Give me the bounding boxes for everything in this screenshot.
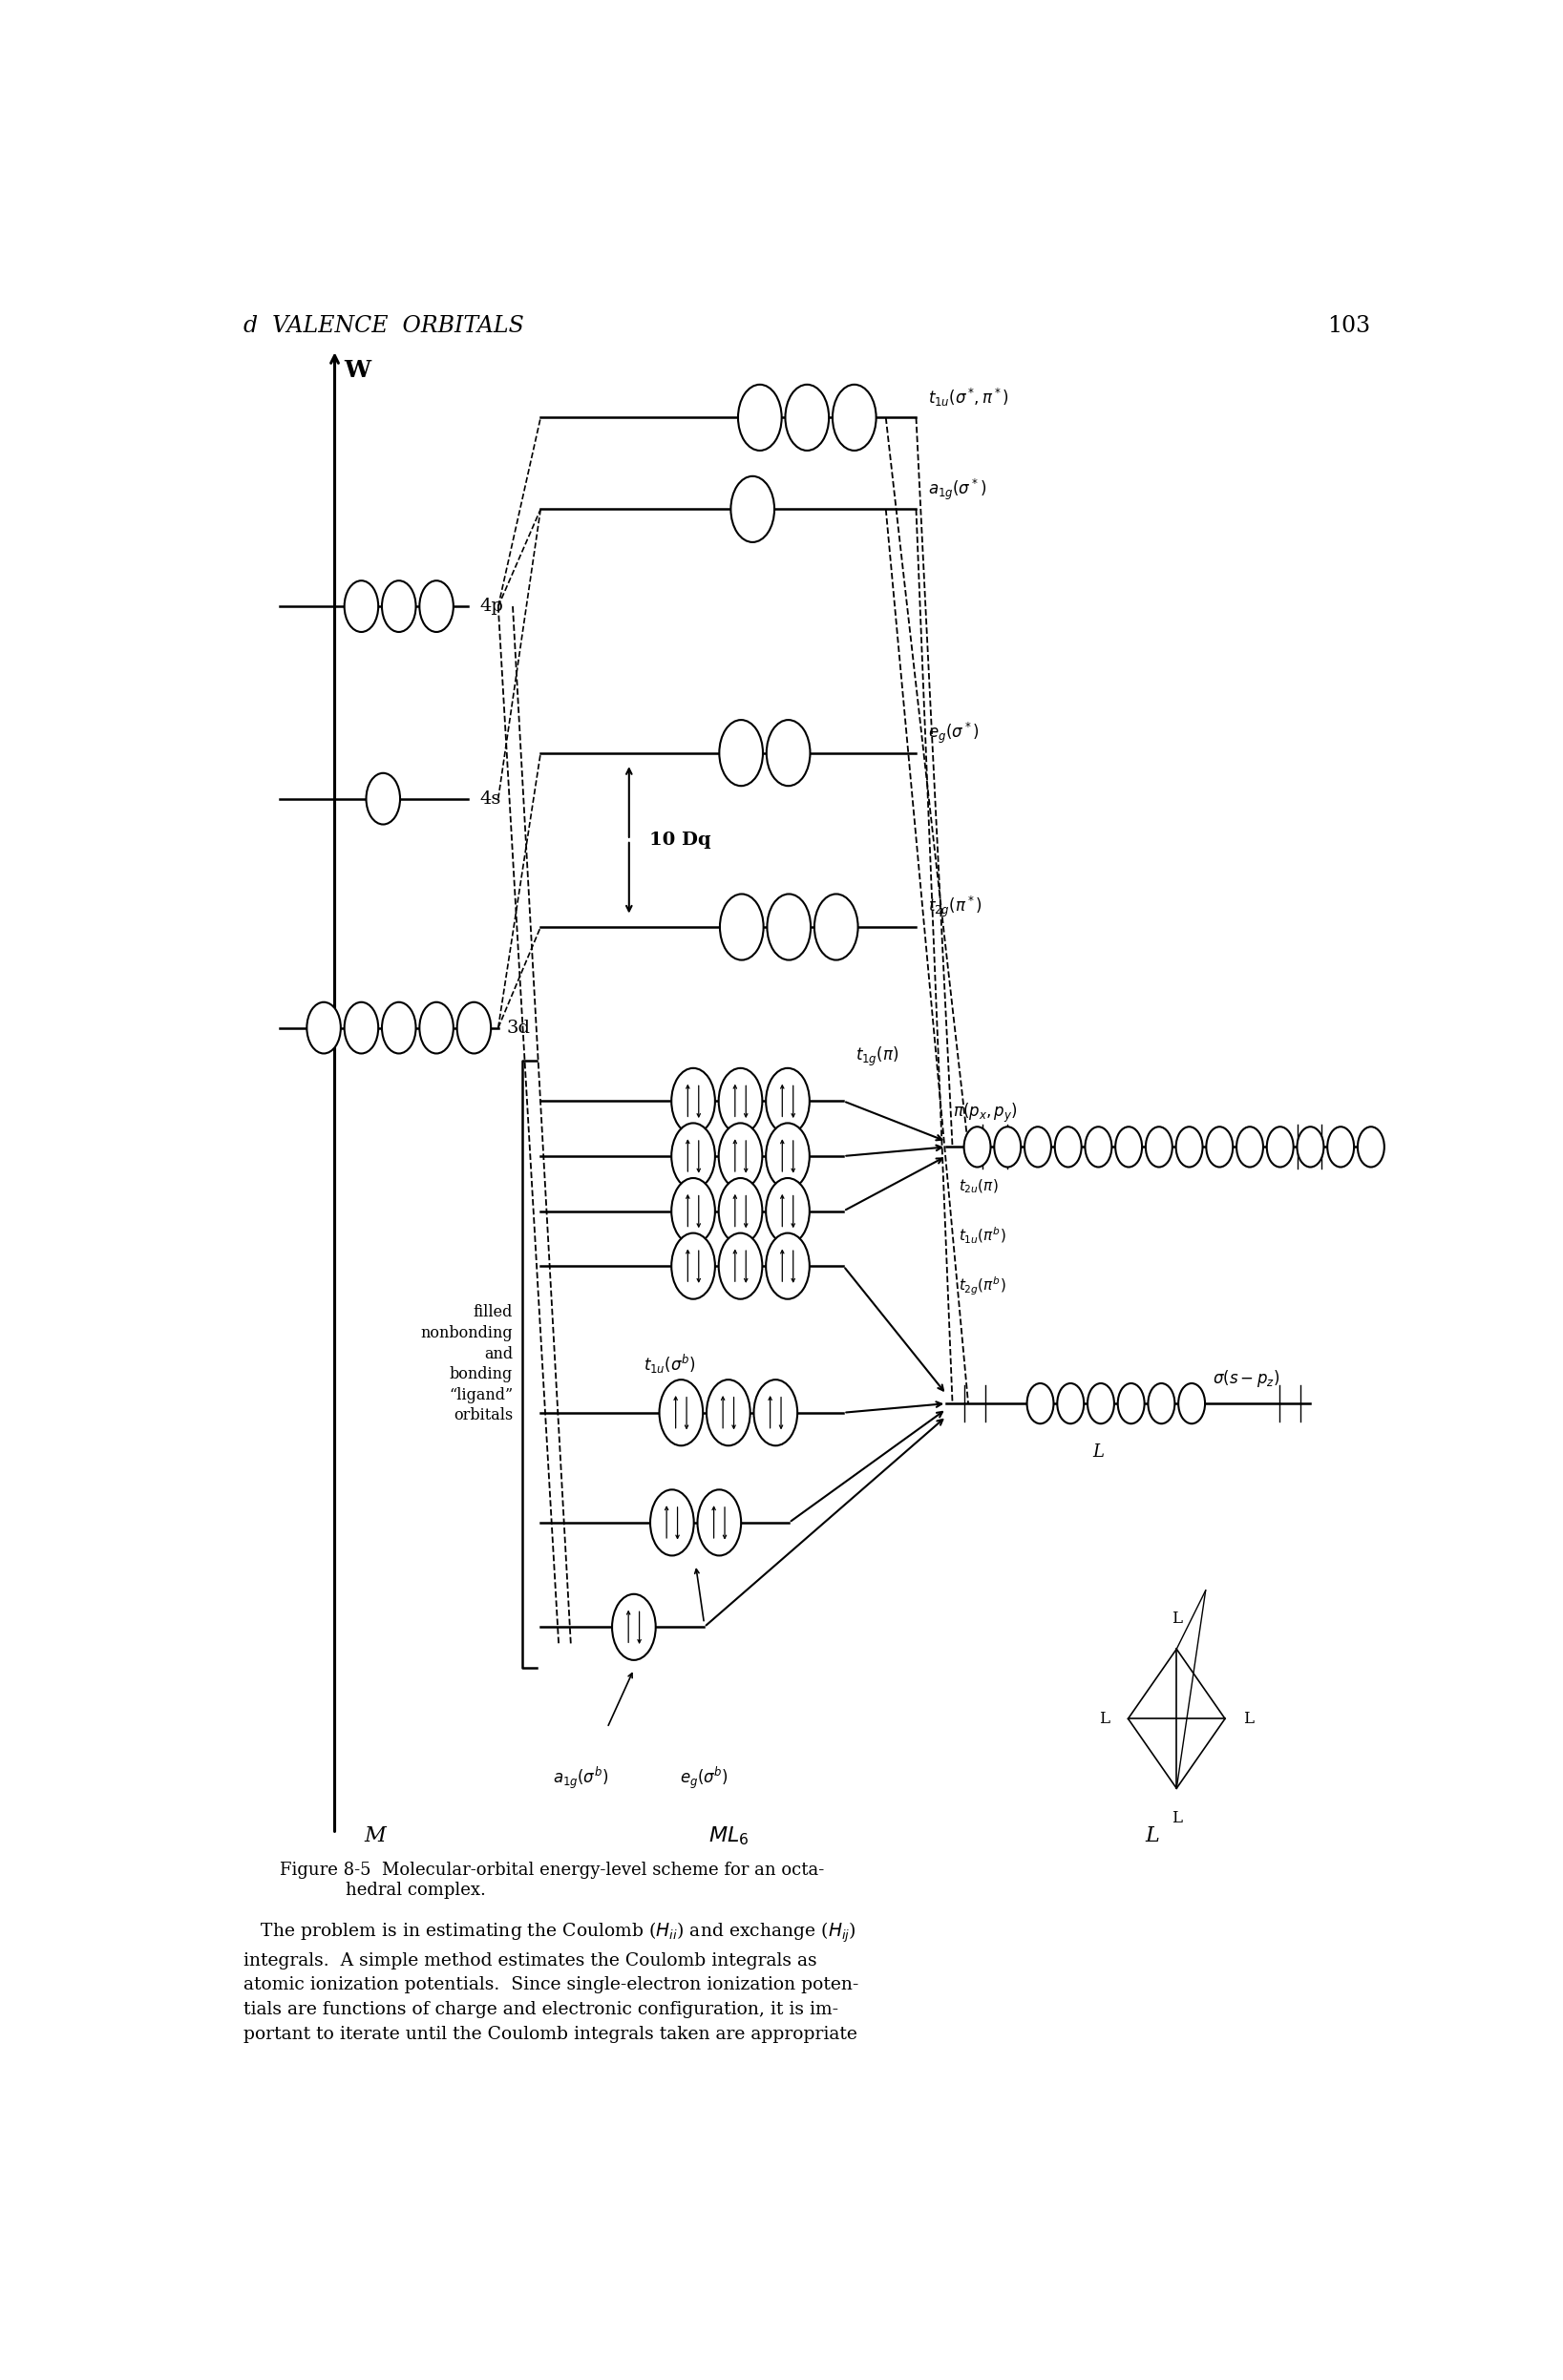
Text: 4p: 4p xyxy=(480,597,503,614)
Circle shape xyxy=(1266,1126,1294,1166)
Circle shape xyxy=(456,1002,491,1054)
Text: $\pi(p_x,p_y)$: $\pi(p_x,p_y)$ xyxy=(952,1102,1018,1126)
Circle shape xyxy=(672,1233,714,1299)
Text: 103: 103 xyxy=(1327,314,1371,338)
Text: $t_{2g}(\pi^b)$: $t_{2g}(\pi^b)$ xyxy=(958,1276,1007,1297)
Circle shape xyxy=(419,1002,453,1054)
Circle shape xyxy=(650,1490,694,1557)
Text: L: L xyxy=(1171,1611,1182,1628)
Text: d  VALENCE  ORBITALS: d VALENCE ORBITALS xyxy=(244,314,524,338)
Circle shape xyxy=(719,1178,763,1245)
Circle shape xyxy=(1055,1126,1082,1166)
Circle shape xyxy=(613,1595,656,1661)
Circle shape xyxy=(833,386,877,450)
Text: $a_{1g}(\sigma^*)$: $a_{1g}(\sigma^*)$ xyxy=(928,476,986,502)
Text: $a_{1g}(\sigma^b)$: $a_{1g}(\sigma^b)$ xyxy=(553,1764,608,1790)
Circle shape xyxy=(721,895,763,959)
Text: $t_{1g}(\pi)$: $t_{1g}(\pi)$ xyxy=(855,1045,899,1069)
Text: $t_{1u}(\sigma^*\!,\pi^*)$: $t_{1u}(\sigma^*\!,\pi^*)$ xyxy=(928,386,1010,409)
Circle shape xyxy=(344,1002,378,1054)
Circle shape xyxy=(994,1126,1021,1166)
Circle shape xyxy=(719,1123,763,1190)
Circle shape xyxy=(1085,1126,1111,1166)
Circle shape xyxy=(719,719,763,785)
Circle shape xyxy=(1088,1383,1114,1423)
Text: The problem is in estimating the Coulomb ($H_{ii}$) and exchange ($H_{ij}$)
inte: The problem is in estimating the Coulomb… xyxy=(244,1921,860,2042)
Circle shape xyxy=(1175,1126,1202,1166)
Circle shape xyxy=(814,895,858,959)
Circle shape xyxy=(1149,1383,1175,1423)
Text: W: W xyxy=(344,359,372,381)
Circle shape xyxy=(706,1380,750,1445)
Text: $t_{1u}(\pi^b)$: $t_{1u}(\pi^b)$ xyxy=(958,1226,1007,1245)
Text: $\mathit{ML}_6$: $\mathit{ML}_6$ xyxy=(708,1825,749,1847)
Text: Figure 8-5  Molecular-orbital energy-level scheme for an octa-
            hedra: Figure 8-5 Molecular-orbital energy-leve… xyxy=(280,1861,825,1899)
Text: L: L xyxy=(1171,1811,1182,1825)
Circle shape xyxy=(766,1178,810,1245)
Text: L: L xyxy=(1099,1711,1110,1728)
Circle shape xyxy=(766,1069,810,1135)
Circle shape xyxy=(1358,1126,1385,1166)
Text: L: L xyxy=(1146,1825,1160,1847)
Circle shape xyxy=(719,1233,763,1299)
Circle shape xyxy=(1146,1126,1172,1166)
Text: L: L xyxy=(1093,1445,1103,1461)
Text: $t_{2g}(\pi^*)$: $t_{2g}(\pi^*)$ xyxy=(928,895,983,919)
Circle shape xyxy=(419,581,453,633)
Text: L: L xyxy=(1243,1711,1254,1728)
Text: $\sigma(s-p_z)$: $\sigma(s-p_z)$ xyxy=(1213,1368,1280,1390)
Circle shape xyxy=(660,1380,703,1445)
Text: 3d: 3d xyxy=(506,1019,530,1035)
Text: $t_{1u}(\sigma^b)$: $t_{1u}(\sigma^b)$ xyxy=(644,1352,696,1376)
Circle shape xyxy=(672,1123,714,1190)
Circle shape xyxy=(785,386,828,450)
Circle shape xyxy=(306,1002,341,1054)
Circle shape xyxy=(1297,1126,1324,1166)
Circle shape xyxy=(766,719,810,785)
Circle shape xyxy=(381,581,416,633)
Circle shape xyxy=(1118,1383,1144,1423)
Circle shape xyxy=(1327,1126,1354,1166)
Text: 10 Dq: 10 Dq xyxy=(650,831,711,850)
Circle shape xyxy=(366,774,400,823)
Circle shape xyxy=(753,1380,797,1445)
Circle shape xyxy=(1116,1126,1143,1166)
Circle shape xyxy=(381,1002,416,1054)
Text: filled
nonbonding
and
bonding
“ligand”
orbitals: filled nonbonding and bonding “ligand” o… xyxy=(420,1304,513,1423)
Circle shape xyxy=(738,386,782,450)
Circle shape xyxy=(1057,1383,1083,1423)
Circle shape xyxy=(719,1069,763,1135)
Text: $e_g(\sigma^*)$: $e_g(\sigma^*)$ xyxy=(928,721,980,745)
Circle shape xyxy=(1236,1126,1263,1166)
Circle shape xyxy=(672,1069,714,1135)
Circle shape xyxy=(1179,1383,1205,1423)
Text: M: M xyxy=(364,1825,386,1847)
Circle shape xyxy=(697,1490,741,1557)
Text: 4s: 4s xyxy=(480,790,502,807)
Circle shape xyxy=(731,476,774,543)
Circle shape xyxy=(672,1178,714,1245)
Circle shape xyxy=(1207,1126,1233,1166)
Circle shape xyxy=(1027,1383,1053,1423)
Text: $e_g(\sigma^b)$: $e_g(\sigma^b)$ xyxy=(680,1764,728,1790)
Circle shape xyxy=(1024,1126,1052,1166)
Circle shape xyxy=(344,581,378,633)
Circle shape xyxy=(767,895,811,959)
Circle shape xyxy=(964,1126,991,1166)
Circle shape xyxy=(766,1233,810,1299)
Text: $t_{2u}(\pi)$: $t_{2u}(\pi)$ xyxy=(958,1178,999,1195)
Circle shape xyxy=(766,1123,810,1190)
